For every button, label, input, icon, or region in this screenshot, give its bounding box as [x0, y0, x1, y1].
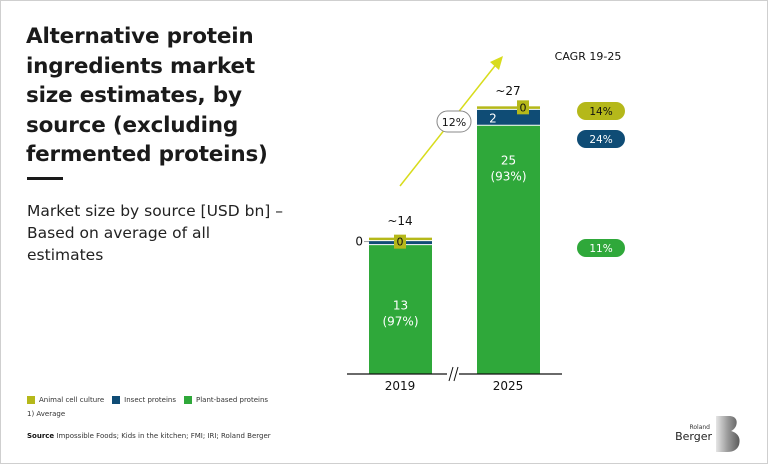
source-note: Source Impossible Foods; Kids in the kit… [27, 432, 271, 440]
bar-value-label-animal-2019: 0 [397, 236, 404, 249]
bar-segment-animal-cell-2025 [477, 106, 540, 110]
source-text: Impossible Foods; Kids in the kitchen; F… [54, 432, 271, 440]
cagr-value-insect: 24% [589, 134, 612, 146]
bar-segment-insect-2025 [477, 109, 540, 126]
legend-label: Animal cell culture [39, 396, 105, 404]
legend-item-animal-cell-culture: Animal cell culture [27, 396, 104, 404]
logo-text-big: Berger [675, 430, 712, 443]
cagr-pill-plant-based [577, 102, 625, 120]
bar-segment-plant-based-2019 [369, 244, 432, 374]
axis-break-icon [447, 366, 459, 382]
overall-cagr-label: 12% [442, 116, 466, 129]
x-tick-2019: 2019 [385, 379, 416, 393]
chart-subtitle: Market size by source [USD bn] – Based o… [27, 202, 284, 264]
roland-berger-logo: Roland Berger [672, 416, 744, 452]
bar-segment-plant-based-2025 [477, 125, 540, 374]
bar-value-label-insect-2019: 0 [355, 235, 363, 249]
bar-value-label-insect-2025: 2 [489, 111, 497, 125]
bar-share-label-plant-2019: (97%) [382, 314, 418, 328]
bar-value-label-animal-2025: 0 [520, 101, 527, 114]
bar-value-label-plant-2025: 25 [501, 154, 516, 168]
animal-cell-badge-2025 [517, 100, 529, 115]
cagr-pill-insect [577, 130, 625, 148]
legend-item-insect-proteins: Insect proteins [112, 396, 176, 404]
legend-item-plant-based-proteins: Plant-based proteins [183, 396, 269, 404]
bar-value-label-plant-2019: 13 [393, 298, 408, 312]
cagr-header: CAGR 19-25 [555, 50, 622, 63]
cagr-value-plant-based: 14% [589, 106, 612, 118]
legend: Animal cell culture Insect proteins Plan… [27, 396, 268, 404]
page-title: Alternative protein ingredients market s… [26, 24, 268, 167]
legend-swatch [183, 396, 192, 404]
overall-cagr-bubble [436, 110, 472, 133]
bar-share-label-plant-2025: (93%) [490, 170, 526, 184]
legend-label: Insect proteins [124, 396, 176, 404]
cagr-layer: 14% 24% 11% [577, 102, 625, 257]
logo-b-icon [716, 416, 740, 452]
legend-swatch [112, 396, 121, 404]
x-tick-2025: 2025 [493, 379, 524, 393]
total-label-2019: ~14 [387, 214, 412, 228]
total-label-2025: ~27 [495, 84, 520, 98]
title-divider [27, 177, 63, 180]
logo-text-small: Roland [689, 424, 710, 431]
legend-label: Plant-based proteins [195, 396, 269, 404]
cagr-value-animal-cell: 11% [589, 243, 612, 255]
source-label: Source [27, 432, 55, 440]
growth-arrow-head-icon [490, 56, 503, 70]
animal-cell-badge-2019 [394, 234, 406, 249]
bars-layer: 13 (97%) 0 0 25 (93%) 2 0 [355, 100, 540, 374]
footnote: 1) Average [27, 410, 66, 418]
legend-swatch [27, 396, 35, 404]
cagr-pill-animal-cell [577, 239, 625, 257]
